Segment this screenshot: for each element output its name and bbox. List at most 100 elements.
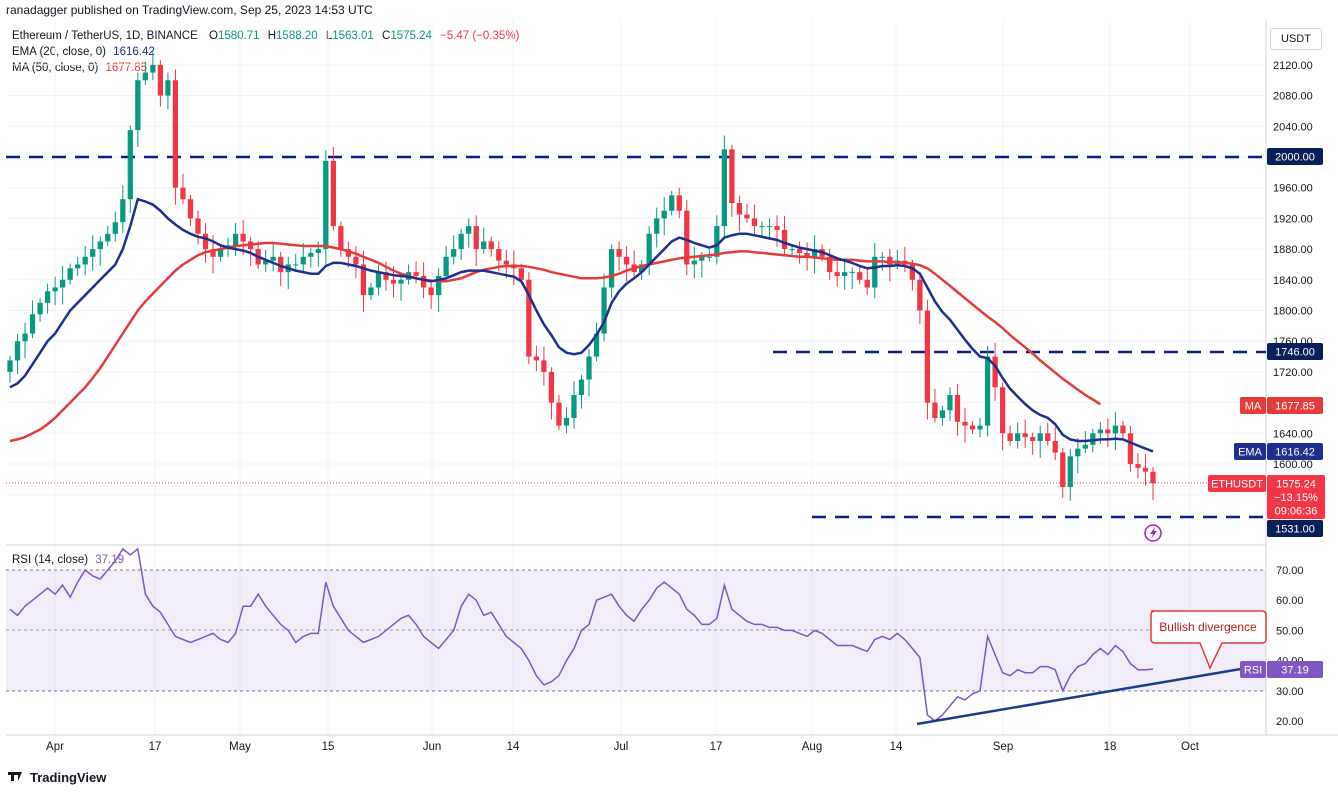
rsi-tick-label: 70.00 xyxy=(1276,565,1304,577)
time-tick-label: 17 xyxy=(710,741,723,753)
candle-body xyxy=(616,249,622,257)
last-tag-name: ETHUSDT xyxy=(1211,479,1263,491)
candle-body xyxy=(1150,471,1156,484)
candle-body xyxy=(639,264,645,273)
candle-body xyxy=(112,222,118,234)
time-tick-label: May xyxy=(229,741,251,753)
candle-body xyxy=(676,195,682,211)
candle-body xyxy=(97,241,103,250)
candle-body xyxy=(1120,425,1126,434)
ema-label: EMA (20, close, 0) xyxy=(12,46,106,58)
candle-body xyxy=(165,80,171,96)
candle-body xyxy=(563,417,570,426)
candle-body xyxy=(578,379,585,395)
candle-body xyxy=(90,249,96,257)
level-1746-tag: 1746.00 xyxy=(1267,343,1323,360)
candle-body xyxy=(924,310,931,403)
last-tag-change: −13.15% xyxy=(1274,492,1318,504)
rsi-value: 37.19 xyxy=(95,554,125,566)
price-axis-ticks: 2120.00 2080.00 2040.00 2000.00 1960.00 1920.… xyxy=(1273,60,1313,502)
candle-body xyxy=(1112,425,1119,434)
candle-body xyxy=(1060,452,1066,488)
candle-body xyxy=(315,249,321,253)
candle-body xyxy=(390,279,397,284)
rsi-legend[interactable]: RSI (14, close) 37.19 xyxy=(12,554,124,566)
candle-body xyxy=(827,256,833,273)
candle-body xyxy=(654,218,660,234)
candle-body xyxy=(278,256,284,273)
price-tick-label: 1960.00 xyxy=(1273,183,1313,195)
candle-body xyxy=(496,249,502,261)
time-tick-label: Jul xyxy=(614,741,629,753)
candle-body xyxy=(428,287,434,296)
candle-body xyxy=(623,256,630,265)
candle-body xyxy=(240,233,246,242)
candle-body xyxy=(458,233,464,250)
currency-button[interactable]: USDT xyxy=(1270,28,1322,50)
candle-body xyxy=(759,226,765,228)
time-tick-label: Aug xyxy=(802,741,822,753)
candle-body xyxy=(345,249,352,257)
candle-body xyxy=(308,252,314,257)
price-tick-label: 1800.00 xyxy=(1273,306,1313,318)
candle-body xyxy=(804,252,810,257)
level-1531-label: 1531.00 xyxy=(1275,524,1315,536)
lightning-icon[interactable] xyxy=(1144,524,1162,542)
bullish-divergence-trendline xyxy=(916,667,1241,726)
candle-body xyxy=(1075,448,1081,457)
candle-body xyxy=(413,272,419,276)
candle-body xyxy=(75,264,81,269)
time-tick-label: Jun xyxy=(423,741,442,753)
candle-body xyxy=(962,421,968,426)
price-tick-label: 1840.00 xyxy=(1273,275,1313,287)
price-tick-label: 1600.00 xyxy=(1273,459,1313,471)
candle-body xyxy=(684,210,690,265)
candle-body xyxy=(1007,433,1013,441)
ema-price-tag: EMA 1616.42 xyxy=(1234,443,1323,460)
candle-body xyxy=(323,160,329,250)
ema-value: 1616.42 xyxy=(113,46,155,58)
candle-body xyxy=(593,333,600,357)
candle-body xyxy=(142,72,148,81)
candle-body xyxy=(977,425,983,430)
candle-body xyxy=(120,199,126,223)
candle-body xyxy=(1052,440,1058,453)
time-tick-label: Oct xyxy=(1181,741,1200,753)
candle-body xyxy=(300,256,306,265)
candle-body xyxy=(293,264,299,266)
candle-body xyxy=(1127,433,1134,464)
candle-body xyxy=(571,394,577,418)
candle-body xyxy=(947,394,953,411)
candle-body xyxy=(150,64,156,73)
rsi-tag: RSI 37.19 xyxy=(1240,661,1323,678)
candle-body xyxy=(127,130,133,200)
candle-body xyxy=(939,410,946,418)
price-tick-label: 1640.00 xyxy=(1273,428,1313,440)
rsi-tag-name: RSI xyxy=(1244,665,1262,677)
ma-tag-name: MA xyxy=(1245,401,1262,413)
candle-body xyxy=(330,160,336,227)
symbol-legend: Ethereum / TetherUS, 1D, BINANCE O1580.7… xyxy=(12,30,519,42)
candle-body xyxy=(1022,433,1028,438)
candle-body xyxy=(338,226,344,250)
time-tick-label: 18 xyxy=(1104,741,1117,753)
candle-body xyxy=(811,249,818,257)
level-2000-label: 2000.00 xyxy=(1275,152,1315,164)
candle-body xyxy=(60,279,66,288)
price-tick-label: 2080.00 xyxy=(1273,91,1313,103)
horizontal-levels xyxy=(6,155,1266,519)
candle-body xyxy=(210,249,216,257)
ema-legend[interactable]: EMA (20, close, 0) 1616.42 xyxy=(12,46,155,58)
rsi-tick-label: 50.00 xyxy=(1276,625,1304,637)
candle-body xyxy=(526,279,532,357)
candle-body xyxy=(435,275,442,296)
candle-body xyxy=(135,80,141,131)
candle-body xyxy=(398,279,404,284)
price-tick-label: 1720.00 xyxy=(1273,367,1313,379)
symbol-name: Ethereum / TetherUS, 1D, BINANCE xyxy=(12,30,198,42)
time-axis-ticks: Apr 17 May 15 Jun 14 Jul 17 Aug 14 Sep 18 Oct xyxy=(46,741,1200,753)
last-price-tag: ETHUSDT 1575.24 −13.15% 09:06:36 xyxy=(1208,475,1325,519)
candle-body xyxy=(669,195,675,211)
ema-tag-name: EMA xyxy=(1238,447,1263,459)
